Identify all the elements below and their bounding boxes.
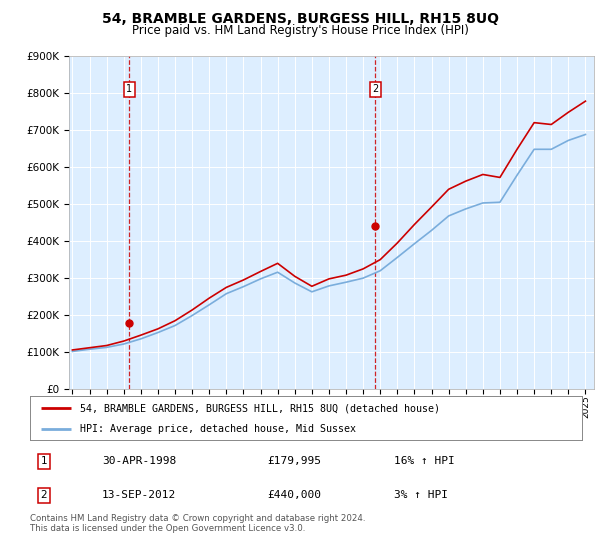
Text: 54, BRAMBLE GARDENS, BURGESS HILL, RH15 8UQ: 54, BRAMBLE GARDENS, BURGESS HILL, RH15 … [101,12,499,26]
Text: Price paid vs. HM Land Registry's House Price Index (HPI): Price paid vs. HM Land Registry's House … [131,24,469,36]
Text: 16% ↑ HPI: 16% ↑ HPI [394,456,455,466]
Text: 3% ↑ HPI: 3% ↑ HPI [394,491,448,501]
Text: £440,000: £440,000 [268,491,322,501]
Text: 2: 2 [372,85,379,94]
Text: Contains HM Land Registry data © Crown copyright and database right 2024.
This d: Contains HM Land Registry data © Crown c… [30,514,365,534]
Text: 30-APR-1998: 30-APR-1998 [102,456,176,466]
Text: 54, BRAMBLE GARDENS, BURGESS HILL, RH15 8UQ (detached house): 54, BRAMBLE GARDENS, BURGESS HILL, RH15 … [80,403,440,413]
Text: HPI: Average price, detached house, Mid Sussex: HPI: Average price, detached house, Mid … [80,424,356,433]
Text: 1: 1 [127,85,133,94]
Text: 13-SEP-2012: 13-SEP-2012 [102,491,176,501]
Text: 1: 1 [40,456,47,466]
Text: 2: 2 [40,491,47,501]
Text: £179,995: £179,995 [268,456,322,466]
